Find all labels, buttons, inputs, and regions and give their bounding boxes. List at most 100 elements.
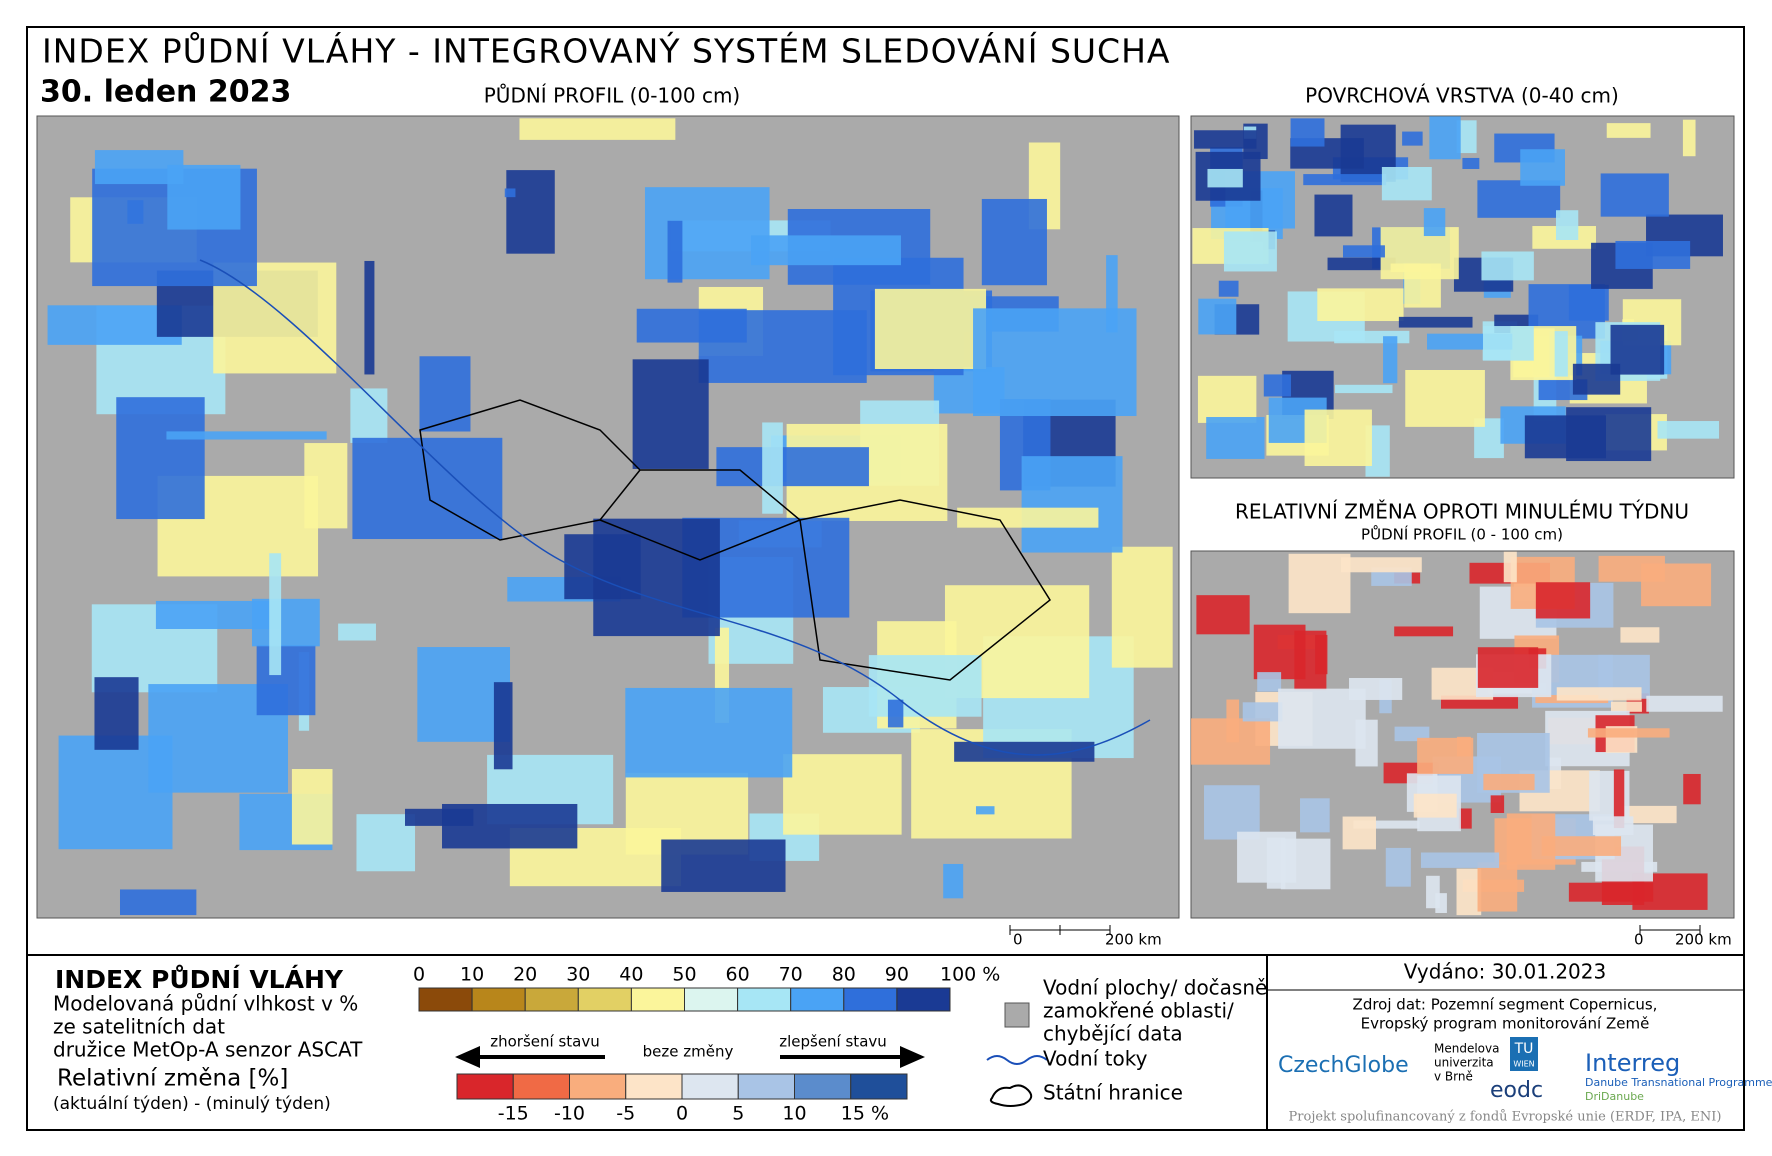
map-patch — [943, 863, 964, 899]
map-patch — [493, 682, 513, 770]
borders-label: Státní hranice — [1043, 1081, 1183, 1105]
scale-box — [577, 987, 632, 1012]
map-patch — [874, 288, 987, 369]
map-patch — [1462, 157, 1480, 169]
map-patch — [1237, 831, 1297, 883]
map-patch — [1458, 808, 1472, 829]
rivers — [199, 259, 1151, 756]
map-patch — [1303, 174, 1387, 186]
map-patch — [350, 388, 388, 443]
map-patch — [1304, 409, 1372, 466]
project: Projekt spolufinancovaný z fondů Evropsk… — [1289, 1109, 1722, 1125]
map-patch — [1587, 728, 1670, 738]
scale-box — [681, 1073, 739, 1100]
scale-box — [843, 987, 898, 1012]
map-patch — [119, 889, 197, 916]
map-patch — [94, 677, 139, 750]
map-patch — [1682, 119, 1696, 157]
map-patch — [975, 806, 995, 815]
logo: v Brně — [1434, 1070, 1473, 1084]
map-patch — [1394, 626, 1454, 637]
legend-desc: ze satelitních dat — [53, 1015, 225, 1039]
map-patch — [1390, 263, 1431, 273]
map-patch — [1263, 374, 1291, 397]
map-patch — [1610, 701, 1642, 712]
scale-tick-label: 15 % — [841, 1103, 889, 1125]
map-patch — [1683, 773, 1701, 805]
map-patch — [1402, 131, 1423, 146]
water-label: chybějící data — [1043, 1022, 1183, 1046]
map-patch — [1477, 862, 1518, 912]
map-patch — [981, 198, 1047, 286]
map-patch — [667, 220, 683, 283]
borders — [419, 399, 1051, 681]
map-patch — [1456, 868, 1482, 916]
map-patch — [1340, 557, 1422, 573]
map-patch — [1207, 168, 1243, 188]
logo: univerzita — [1434, 1056, 1494, 1070]
issued: Vydáno: 30.01.2023 — [1404, 960, 1606, 984]
map-patch — [1417, 737, 1474, 774]
worse-label: zhoršení stavu — [490, 1033, 599, 1051]
map-patch — [1483, 326, 1534, 361]
map-patch — [1194, 130, 1257, 149]
map-patch — [973, 308, 1137, 417]
map-patch — [1615, 240, 1691, 269]
logo-box — [1510, 1037, 1538, 1071]
logo: DriDanube — [1585, 1090, 1644, 1103]
title: INDEX PŮDNÍ VLÁHY - INTEGROVANÝ SYSTÉM S… — [42, 31, 1170, 71]
scale-tick-label: 60 — [726, 964, 750, 986]
map-patch — [1503, 551, 1517, 583]
map-patch — [364, 260, 375, 375]
map-patch — [954, 741, 1095, 762]
map-patch — [256, 645, 316, 716]
scale-length: 200 km — [1105, 931, 1162, 949]
map-patch — [1206, 417, 1265, 459]
map-patch — [1610, 324, 1665, 375]
scale-tick-label: -5 — [616, 1103, 635, 1125]
arrows — [455, 1046, 925, 1068]
scale-bar — [1009, 925, 1111, 935]
map-patch — [1334, 330, 1410, 344]
scale-tick-label: 30 — [566, 964, 590, 986]
map-patch — [1413, 793, 1457, 818]
map-patch — [269, 553, 282, 676]
scale-box — [896, 987, 951, 1012]
scale-tick-label: 5 — [732, 1103, 744, 1125]
map-patch — [506, 170, 555, 254]
scale-box — [456, 1073, 514, 1100]
scale-box — [790, 987, 845, 1012]
map-patch — [167, 164, 241, 230]
map-patch — [1641, 563, 1712, 607]
map-patch — [1606, 123, 1651, 138]
scale-tick-label: 80 — [832, 964, 856, 986]
map-patch — [762, 422, 783, 514]
map-patch — [1226, 699, 1240, 743]
map-patch — [1477, 180, 1561, 218]
map-patch — [1535, 582, 1591, 619]
map-patch — [1300, 798, 1330, 833]
change-title: Relativní změna [%] — [57, 1066, 288, 1092]
map-patch — [1646, 695, 1723, 712]
map-patch — [1423, 208, 1446, 237]
logo: TU — [1514, 1041, 1534, 1057]
map-patch — [1385, 847, 1411, 887]
map-patch — [1394, 726, 1430, 742]
map-patch — [1506, 813, 1556, 870]
scale-length-small: 200 km — [1675, 931, 1732, 949]
scale-tick-label: 40 — [619, 964, 643, 986]
map-patch — [1314, 194, 1353, 237]
map-patch — [419, 356, 471, 432]
map-patch — [1481, 251, 1534, 281]
map-patch — [632, 359, 709, 469]
map-patch — [1288, 553, 1351, 614]
map-patch — [1420, 852, 1500, 868]
map-patch — [251, 598, 320, 647]
legend-desc: družice MetOp-A senzor ASCAT — [53, 1038, 363, 1062]
map-patch — [166, 431, 327, 440]
water-label: zamokřené oblasti/ — [1043, 999, 1234, 1023]
scale-tick-label: 90 — [885, 964, 909, 986]
map-patch — [750, 235, 901, 266]
scale-tick-label: 10 — [460, 964, 484, 986]
map-patch — [1257, 672, 1282, 692]
